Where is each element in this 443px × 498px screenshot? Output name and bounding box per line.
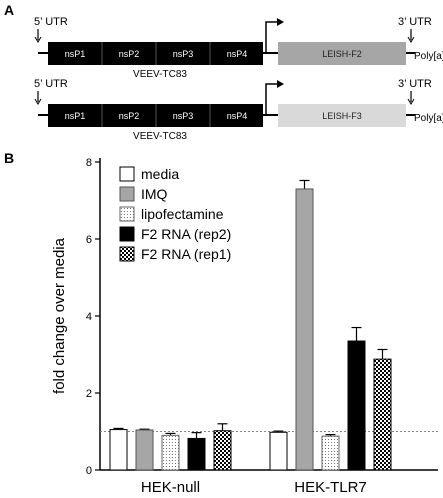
utr3-label: 3’ UTR [398, 78, 432, 90]
bar [295, 188, 314, 471]
insert-label: LEISH-F3 [322, 111, 362, 121]
y-tick-label: 0 [86, 465, 92, 477]
insert-block [278, 104, 406, 127]
subgenomic-promoter-arrow [265, 21, 278, 53]
legend-swatch [119, 166, 135, 182]
bar [321, 435, 340, 471]
legend-swatch [119, 226, 135, 242]
legend-label: F2 RNA (rep1) [141, 246, 231, 262]
polya-label: Poly[a] [414, 113, 443, 124]
nsp-label: nsP1 [65, 49, 86, 59]
legend-swatch [119, 246, 135, 262]
nsp-label: nsP4 [227, 111, 248, 121]
legend-label: media [141, 166, 179, 182]
legend-label: lipofectamine [141, 206, 224, 222]
insert-label: LEISH-F2 [322, 49, 362, 59]
bar [347, 340, 366, 471]
backbone-label: VEEV-TC83 [133, 131, 187, 142]
legend-label: IMQ [141, 186, 168, 202]
bar [187, 437, 206, 471]
subgenomic-promoter-arrow [265, 83, 278, 115]
y-tick-label: 4 [86, 311, 92, 323]
fold-change-chart: 0 2 4 6 8 fold change over media HEK-null HEK-T… [51, 157, 438, 496]
nsp-label: nsP4 [227, 49, 248, 59]
y-tick-label: 2 [86, 388, 92, 400]
utr3-arrowhead [407, 98, 415, 105]
promoter-arrowhead [277, 80, 284, 88]
utr3-arrowhead [407, 36, 415, 43]
bar [161, 434, 180, 471]
x-category-label: HEK-null [141, 479, 200, 496]
x-category-label: HEK-TLR7 [294, 479, 367, 496]
utr5-label: 5’ UTR [34, 16, 68, 28]
panel-a-letter: A [4, 2, 15, 18]
insert-block [278, 42, 406, 65]
y-tick-label: 6 [86, 234, 92, 246]
utr3-label: 3’ UTR [398, 16, 432, 28]
bar [213, 430, 232, 471]
nsp-label: nsP2 [119, 111, 140, 121]
utr5-arrowhead [34, 98, 42, 105]
bar [373, 358, 392, 471]
legend-label: F2 RNA (rep2) [141, 226, 231, 242]
legend-swatch [119, 186, 135, 202]
bar [135, 429, 154, 471]
bar [109, 429, 128, 471]
nsp-label: nsP3 [173, 49, 194, 59]
panel-b-letter: B [4, 150, 15, 166]
backbone-label: VEEV-TC83 [133, 69, 187, 80]
utr5-arrowhead [34, 36, 42, 43]
nsp-label: nsP3 [173, 111, 194, 121]
utr5-label: 5’ UTR [34, 78, 68, 90]
polya-label: Poly[a] [414, 51, 443, 62]
nsp-label: nsP1 [65, 111, 86, 121]
construct-schematic: 5’ UTR nsP1 nsP2 nsP3 nsP4 VEEV-TC83 LEISH-F2 3… [34, 16, 443, 142]
y-axis-label: fold change over media [51, 237, 68, 394]
bar [269, 431, 288, 471]
y-tick-label: 8 [86, 157, 92, 169]
legend-swatch [119, 206, 135, 222]
nsp-label: nsP2 [119, 49, 140, 59]
promoter-arrowhead [277, 18, 284, 26]
